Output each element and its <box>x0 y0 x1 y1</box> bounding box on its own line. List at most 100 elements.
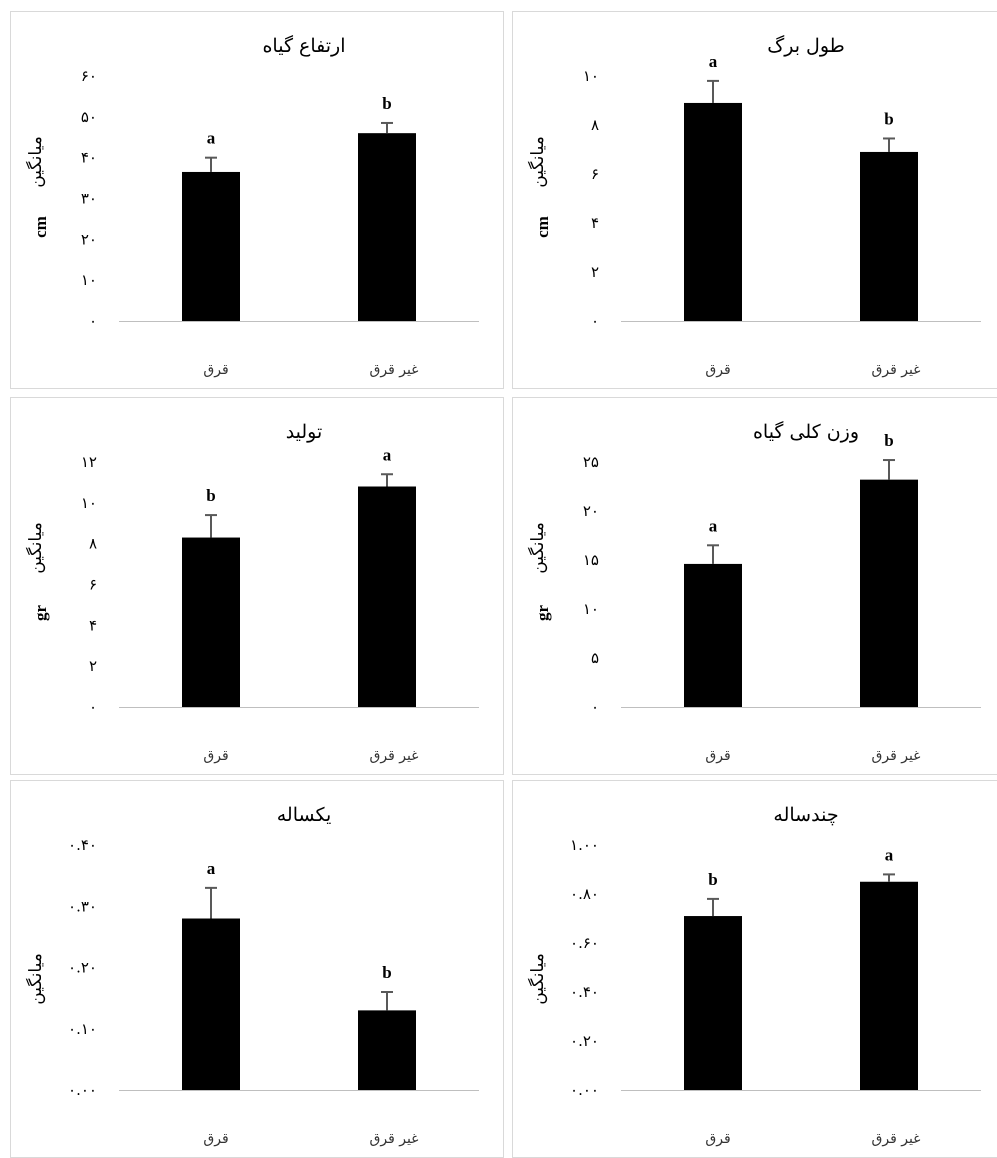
significance-letter: a <box>709 516 718 535</box>
bar <box>358 133 416 321</box>
significance-letter: b <box>382 963 391 982</box>
y-tick-label: ۶۰ <box>81 67 97 85</box>
y-tick-label: ۲۰ <box>583 502 599 520</box>
y-tick-label: ۰.۱۰ <box>68 1020 97 1038</box>
bar <box>182 537 240 707</box>
y-axis-label: میانگین <box>527 136 548 188</box>
category-label: غیر قرق <box>370 362 419 378</box>
y-tick-label: ۰.۰۰ <box>68 1081 97 1099</box>
y-tick-label: ۲۰ <box>81 230 97 248</box>
category-label: قرق <box>203 748 228 764</box>
y-tick-label: ۰ <box>89 698 97 716</box>
category-label: غیر قرق <box>872 1131 921 1147</box>
y-tick-label: ۰.۲۰ <box>68 959 97 977</box>
y-tick-label: ۱۰ <box>81 494 97 512</box>
y-tick-label: ۰.۲۰ <box>570 1032 599 1050</box>
bar <box>860 151 918 321</box>
y-tick-label: ۶ <box>89 576 97 594</box>
y-tick-label: ۰ <box>591 312 599 330</box>
y-tick-label: ۸ <box>89 535 97 553</box>
significance-letter: a <box>383 445 392 464</box>
y-unit-label: cm <box>31 216 50 238</box>
chart-panel-annual: یکساله ۰.۰۰ ۰.۱۰ ۰.۲۰ ۰.۳۰ ۰.۴۰ میانگین a قرق b غی… <box>10 780 504 1158</box>
bar <box>358 486 416 707</box>
category-label: غیر قرق <box>872 362 921 378</box>
y-tick-label: ۰.۰۰ <box>570 1081 599 1099</box>
significance-letter: b <box>382 94 391 113</box>
category-label: قرق <box>705 748 730 764</box>
significance-letter: a <box>207 129 216 148</box>
bar <box>860 479 918 707</box>
significance-letter: b <box>206 486 215 505</box>
chart-panel-production: تولید ۰ ۲ ۴ ۶ ۸ ۱۰ ۱۲ میانگین gr b قرق a غیر قرق <box>10 397 504 775</box>
y-tick-label: ۰.۸۰ <box>570 885 599 903</box>
y-tick-label: ۸ <box>591 116 599 134</box>
y-axis-label: میانگین <box>25 953 46 1005</box>
category-label: قرق <box>705 1131 730 1147</box>
y-tick-label: ۰.۴۰ <box>570 983 599 1001</box>
chart-title: تولید <box>286 421 323 443</box>
significance-letter: a <box>207 859 216 878</box>
bar <box>182 918 240 1090</box>
y-tick-label: ۲۵ <box>583 453 599 471</box>
chart-title: چندساله <box>773 804 838 826</box>
y-tick-label: ۳۰ <box>81 190 97 208</box>
y-unit-label: gr <box>31 605 50 622</box>
chart-panel-total-plant-weight: وزن کلی گیاه ۰ ۵ ۱۰ ۱۵ ۲۰ ۲۵ میانگین gr a قرق b غیر … <box>512 397 997 775</box>
y-axis-label: میانگین <box>25 136 46 188</box>
chart-title: وزن کلی گیاه <box>753 420 859 443</box>
chart-title: یکساله <box>277 804 332 826</box>
y-tick-label: ۱۰ <box>583 67 599 85</box>
bar <box>684 563 742 707</box>
y-tick-label: ۰.۳۰ <box>68 897 97 915</box>
y-axis-label: میانگین <box>527 953 548 1005</box>
y-tick-label: ۰.۴۰ <box>68 836 97 854</box>
category-label: قرق <box>203 1131 228 1147</box>
y-tick-label: ۱۰ <box>583 600 599 618</box>
bar <box>684 916 742 1090</box>
y-tick-label: ۰ <box>89 312 97 330</box>
y-axis-label: میانگین <box>527 522 548 574</box>
bar <box>684 102 742 321</box>
chart-panel-leaf-length: طول برگ ۰ ۲ ۴ ۶ ۸ ۱۰ میانگین cm a قرق b غیر قرق <box>512 11 997 389</box>
chart-svg: ارتفاع گیاه ۰ ۱۰ ۲۰ ۳۰ ۴۰ ۵۰ ۶۰ میانگین cm a قرق b غی… <box>25 34 479 378</box>
y-unit-label: cm <box>533 216 552 238</box>
category-label: غیر قرق <box>872 748 921 764</box>
y-tick-label: ۱.۰۰ <box>570 836 599 854</box>
significance-letter: b <box>708 870 717 889</box>
y-tick-label: ۱۵ <box>583 551 599 569</box>
y-tick-label: ۰ <box>591 698 599 716</box>
bar <box>358 1010 416 1090</box>
category-label: غیر قرق <box>370 748 419 764</box>
y-tick-label: ۲ <box>89 657 97 675</box>
bar <box>182 171 240 321</box>
chart-svg: تولید ۰ ۲ ۴ ۶ ۸ ۱۰ ۱۲ میانگین gr b قرق a غیر قرق <box>25 421 479 764</box>
y-tick-label: ۲ <box>591 263 599 281</box>
chart-title: طول برگ <box>767 34 845 57</box>
chart-svg: طول برگ ۰ ۲ ۴ ۶ ۸ ۱۰ میانگین cm a قرق b غیر قرق <box>527 34 981 378</box>
y-tick-label: ۵۰ <box>81 108 97 126</box>
y-tick-label: ۱۲ <box>81 453 97 471</box>
chart-svg: چندساله ۰.۰۰ ۰.۲۰ ۰.۴۰ ۰.۶۰ ۰.۸۰ ۱.۰۰ میانگین b ق… <box>527 804 981 1147</box>
y-tick-label: ۴ <box>591 214 599 232</box>
chart-panel-perennial: چندساله ۰.۰۰ ۰.۲۰ ۰.۴۰ ۰.۶۰ ۰.۸۰ ۱.۰۰ میانگین b ق… <box>512 780 997 1158</box>
bar <box>860 881 918 1090</box>
y-axis-label: میانگین <box>25 522 46 574</box>
chart-panel-plant-height: ارتفاع گیاه ۰ ۱۰ ۲۰ ۳۰ ۴۰ ۵۰ ۶۰ میانگین cm a قرق b غی… <box>10 11 504 389</box>
category-label: قرق <box>705 362 730 378</box>
significance-letter: a <box>885 845 894 864</box>
significance-letter: a <box>709 52 718 71</box>
chart-svg: وزن کلی گیاه ۰ ۵ ۱۰ ۱۵ ۲۰ ۲۵ میانگین gr a قرق b غیر … <box>527 420 981 764</box>
y-tick-label: ۴ <box>89 616 97 634</box>
chart-svg: یکساله ۰.۰۰ ۰.۱۰ ۰.۲۰ ۰.۳۰ ۰.۴۰ میانگین a قرق b غی… <box>25 804 479 1147</box>
y-tick-label: ۶ <box>591 165 599 183</box>
significance-letter: b <box>884 431 893 450</box>
significance-letter: b <box>884 109 893 128</box>
category-label: غیر قرق <box>370 1131 419 1147</box>
chart-title: ارتفاع گیاه <box>262 34 345 57</box>
y-tick-label: ۵ <box>591 649 599 667</box>
category-label: قرق <box>203 362 228 378</box>
y-tick-label: ۴۰ <box>81 149 97 167</box>
y-tick-label: ۱۰ <box>81 271 97 289</box>
y-tick-label: ۰.۶۰ <box>570 934 599 952</box>
